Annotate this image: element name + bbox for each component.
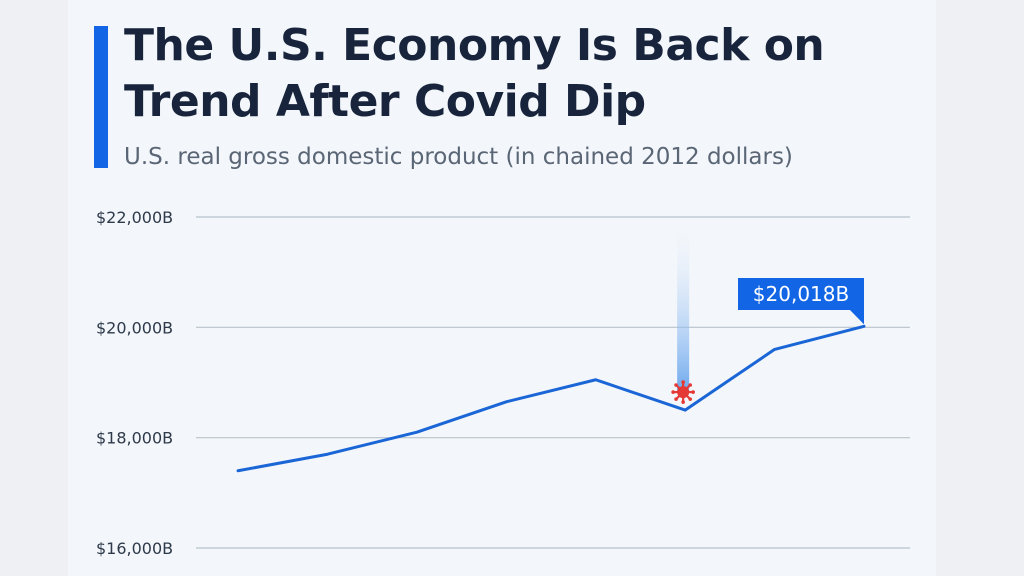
data-point <box>414 429 420 435</box>
data-point <box>324 451 330 457</box>
data-point <box>235 468 241 474</box>
data-point <box>503 399 509 405</box>
y-tick-label: $18,000B <box>96 429 173 448</box>
y-tick-label: $16,000B <box>96 539 173 558</box>
y-axis-tick-labels: $16,000B $18,000B $20,000B $22,000B <box>96 208 173 558</box>
chart-subtitle: U.S. real gross domestic product (in cha… <box>124 144 793 170</box>
covid-highlight-beam <box>677 232 690 393</box>
callout-box <box>738 278 864 325</box>
data-point <box>682 407 688 413</box>
accent-bar <box>94 26 108 168</box>
callout-value-label: $20,018B <box>753 282 849 306</box>
y-tick-label: $20,000B <box>96 318 173 337</box>
y-tick-label: $22,000B <box>96 208 173 227</box>
gdp-series <box>236 324 866 473</box>
data-points <box>235 323 867 473</box>
chart-title: The U.S. Economy Is Back on Trend After … <box>124 20 825 127</box>
data-point <box>593 377 599 383</box>
covid-annotation <box>671 232 695 404</box>
gdp-series-line <box>236 324 866 473</box>
covid-virus-icon <box>671 380 695 404</box>
grid-lines <box>196 216 910 549</box>
value-callout: $20,018B <box>738 278 864 325</box>
data-point <box>772 346 778 352</box>
